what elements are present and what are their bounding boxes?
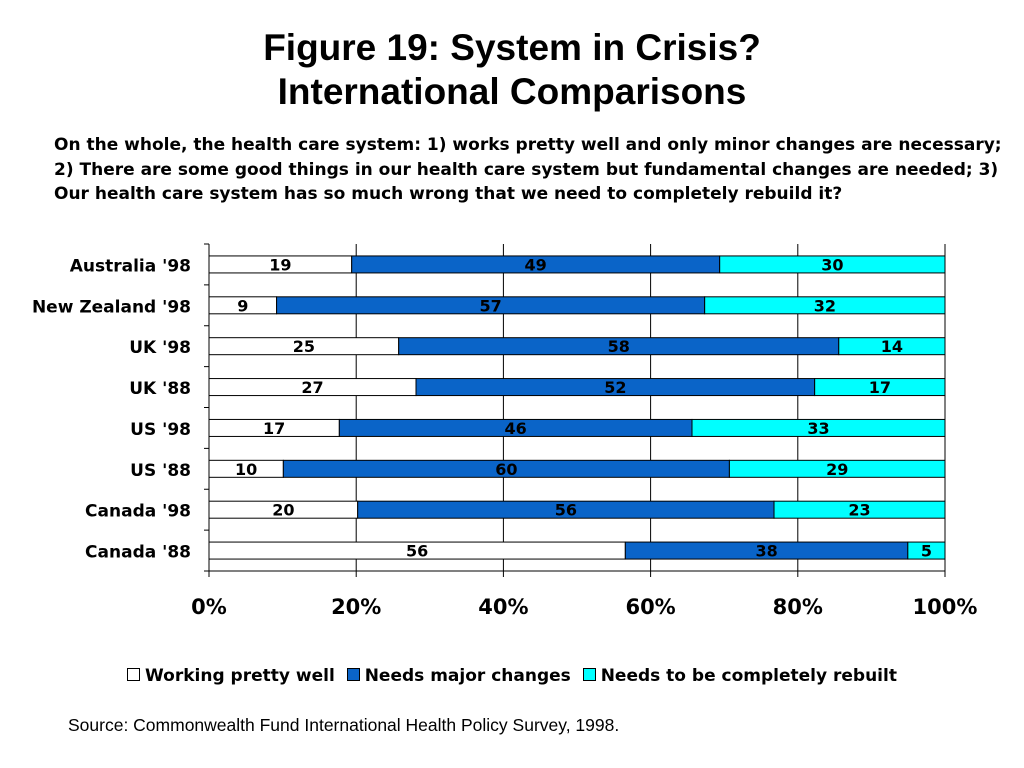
data-label: 52 xyxy=(604,378,626,397)
legend-item-rebuilt: Needs to be completely rebuilt xyxy=(582,666,897,686)
bar-chart: 19 49 30 Australia '98 9 57 32 New Zealand '98 2… xyxy=(32,243,978,619)
data-label: 38 xyxy=(755,542,777,561)
title-line-2: International Comparisons xyxy=(277,71,747,112)
chart-title: Figure 19: System in Crisis? Internation… xyxy=(0,26,1024,114)
legend-label-rebuilt: Needs to be completely rebuilt xyxy=(600,666,897,686)
data-label: 5 xyxy=(921,542,932,561)
data-label: 30 xyxy=(821,255,843,274)
data-label: 49 xyxy=(525,255,547,274)
legend: Working pretty well Needs major changes … xyxy=(0,666,1024,686)
category-label: UK '98 xyxy=(129,338,191,358)
legend-label-major-changes: Needs major changes xyxy=(364,666,571,686)
data-label: 33 xyxy=(807,419,829,438)
x-tick-label: 80% xyxy=(773,595,823,619)
data-label: 20 xyxy=(272,501,294,520)
data-label: 29 xyxy=(826,460,848,479)
x-tick-label: 40% xyxy=(478,595,528,619)
data-label: 46 xyxy=(505,419,527,438)
category-label: Canada '98 xyxy=(85,502,191,522)
bar-segment xyxy=(691,418,946,437)
bar-segment xyxy=(719,255,946,274)
bar-segment xyxy=(728,459,946,478)
data-label: 17 xyxy=(869,378,891,397)
data-label: 23 xyxy=(848,501,870,520)
x-tick-label: 60% xyxy=(625,595,675,619)
data-label: 32 xyxy=(814,296,836,315)
legend-swatch-working xyxy=(127,668,141,681)
data-label: 9 xyxy=(237,296,248,315)
data-label: 25 xyxy=(293,337,315,356)
data-label: 60 xyxy=(495,460,517,479)
data-label: 56 xyxy=(555,501,577,520)
legend-swatch-rebuilt xyxy=(582,668,596,681)
legend-swatch-major-changes xyxy=(346,668,360,681)
category-label: New Zealand '98 xyxy=(32,297,191,317)
data-label: 14 xyxy=(881,337,903,356)
bar-segment xyxy=(773,500,946,519)
data-label: 56 xyxy=(406,542,428,561)
category-label: Australia '98 xyxy=(70,256,191,276)
data-label: 19 xyxy=(269,255,291,274)
legend-item-working: Working pretty well xyxy=(127,666,335,686)
legend-item-major-changes: Needs major changes xyxy=(346,666,571,686)
bar-segment xyxy=(838,337,946,356)
data-label: 17 xyxy=(263,419,285,438)
category-label: US '88 xyxy=(130,461,191,481)
legend-label-working: Working pretty well xyxy=(145,666,335,686)
category-label: UK '88 xyxy=(129,379,191,399)
x-tick-label: 100% xyxy=(913,595,978,619)
x-tick-label: 20% xyxy=(331,595,381,619)
survey-question: On the whole, the health care system: 1)… xyxy=(54,135,1002,204)
category-label: US '98 xyxy=(130,420,191,440)
bar-segment xyxy=(704,296,946,315)
title-line-1: Figure 19: System in Crisis? xyxy=(263,27,761,68)
x-tick-label: 0% xyxy=(191,595,227,619)
category-label: Canada '88 xyxy=(85,543,191,563)
data-label: 57 xyxy=(479,296,501,315)
data-label: 27 xyxy=(301,378,323,397)
bar-segment xyxy=(907,541,946,560)
source-note: Source: Commonwealth Fund International … xyxy=(68,715,620,735)
data-label: 58 xyxy=(608,337,630,356)
bar-segment xyxy=(814,378,946,397)
data-label: 10 xyxy=(235,460,257,479)
